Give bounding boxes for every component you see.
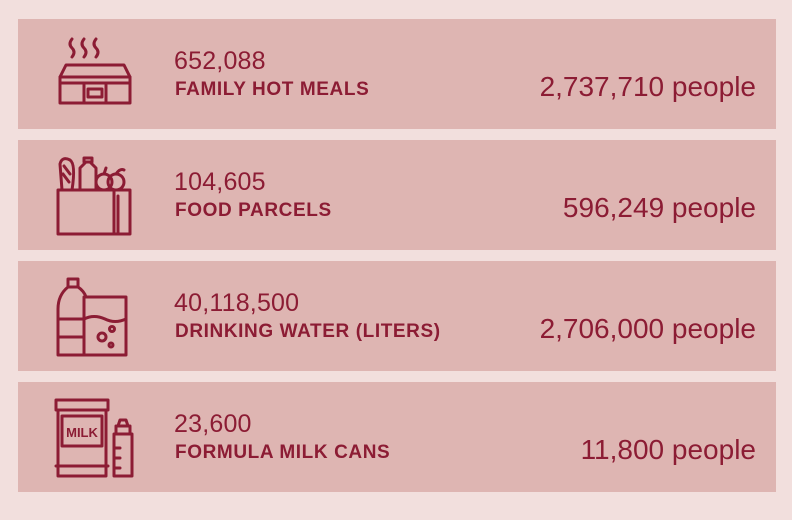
hot-meal-icon: [54, 33, 136, 115]
item-people: 2,737,710 people: [539, 71, 756, 102]
card-food-parcels: 104,605 FOOD PARCELS 596,249 people: [18, 140, 776, 250]
item-count: 104,605: [174, 168, 266, 196]
item-people: 596,249 people: [562, 192, 756, 223]
item-label: FAMILY HOT MEALS: [175, 79, 370, 100]
item-label: FORMULA MILK CANS: [175, 442, 391, 463]
item-people: 11,800 people: [580, 434, 756, 465]
item-label: FOOD PARCELS: [175, 200, 332, 221]
item-count: 40,118,500: [174, 289, 300, 317]
card-family-hot-meals: 652,088 FAMILY HOT MEALS 2,737,710 peopl…: [18, 19, 776, 129]
grocery-bag-icon: [54, 154, 136, 236]
item-label: DRINKING WATER (LITERS): [175, 321, 441, 342]
item-count: 23,600: [174, 410, 252, 438]
item-count: 652,088: [174, 47, 266, 75]
card-drinking-water: 40,118,500 DRINKING WATER (LITERS) 2,706…: [18, 261, 776, 371]
milk-logo-text: MILK: [66, 425, 98, 440]
milk-can-bottle-icon: MILK: [54, 396, 136, 478]
card-formula-milk: MILK 23,600 FORMULA MILK CANS 11,800 peo…: [18, 382, 776, 492]
water-bottle-glass-icon: [54, 275, 136, 357]
item-people: 2,706,000 people: [539, 313, 756, 344]
